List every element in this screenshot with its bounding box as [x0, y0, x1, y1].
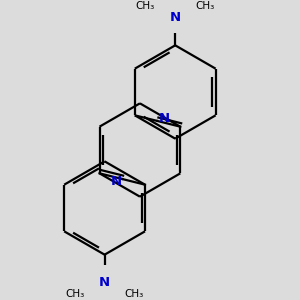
- Text: CH₃: CH₃: [125, 289, 144, 299]
- Text: N: N: [170, 11, 181, 24]
- Text: CH₃: CH₃: [195, 1, 214, 11]
- Text: N: N: [158, 112, 169, 125]
- Text: N: N: [99, 276, 110, 289]
- Text: N: N: [110, 175, 122, 188]
- Text: CH₃: CH₃: [65, 289, 84, 299]
- Text: CH₃: CH₃: [136, 1, 155, 11]
